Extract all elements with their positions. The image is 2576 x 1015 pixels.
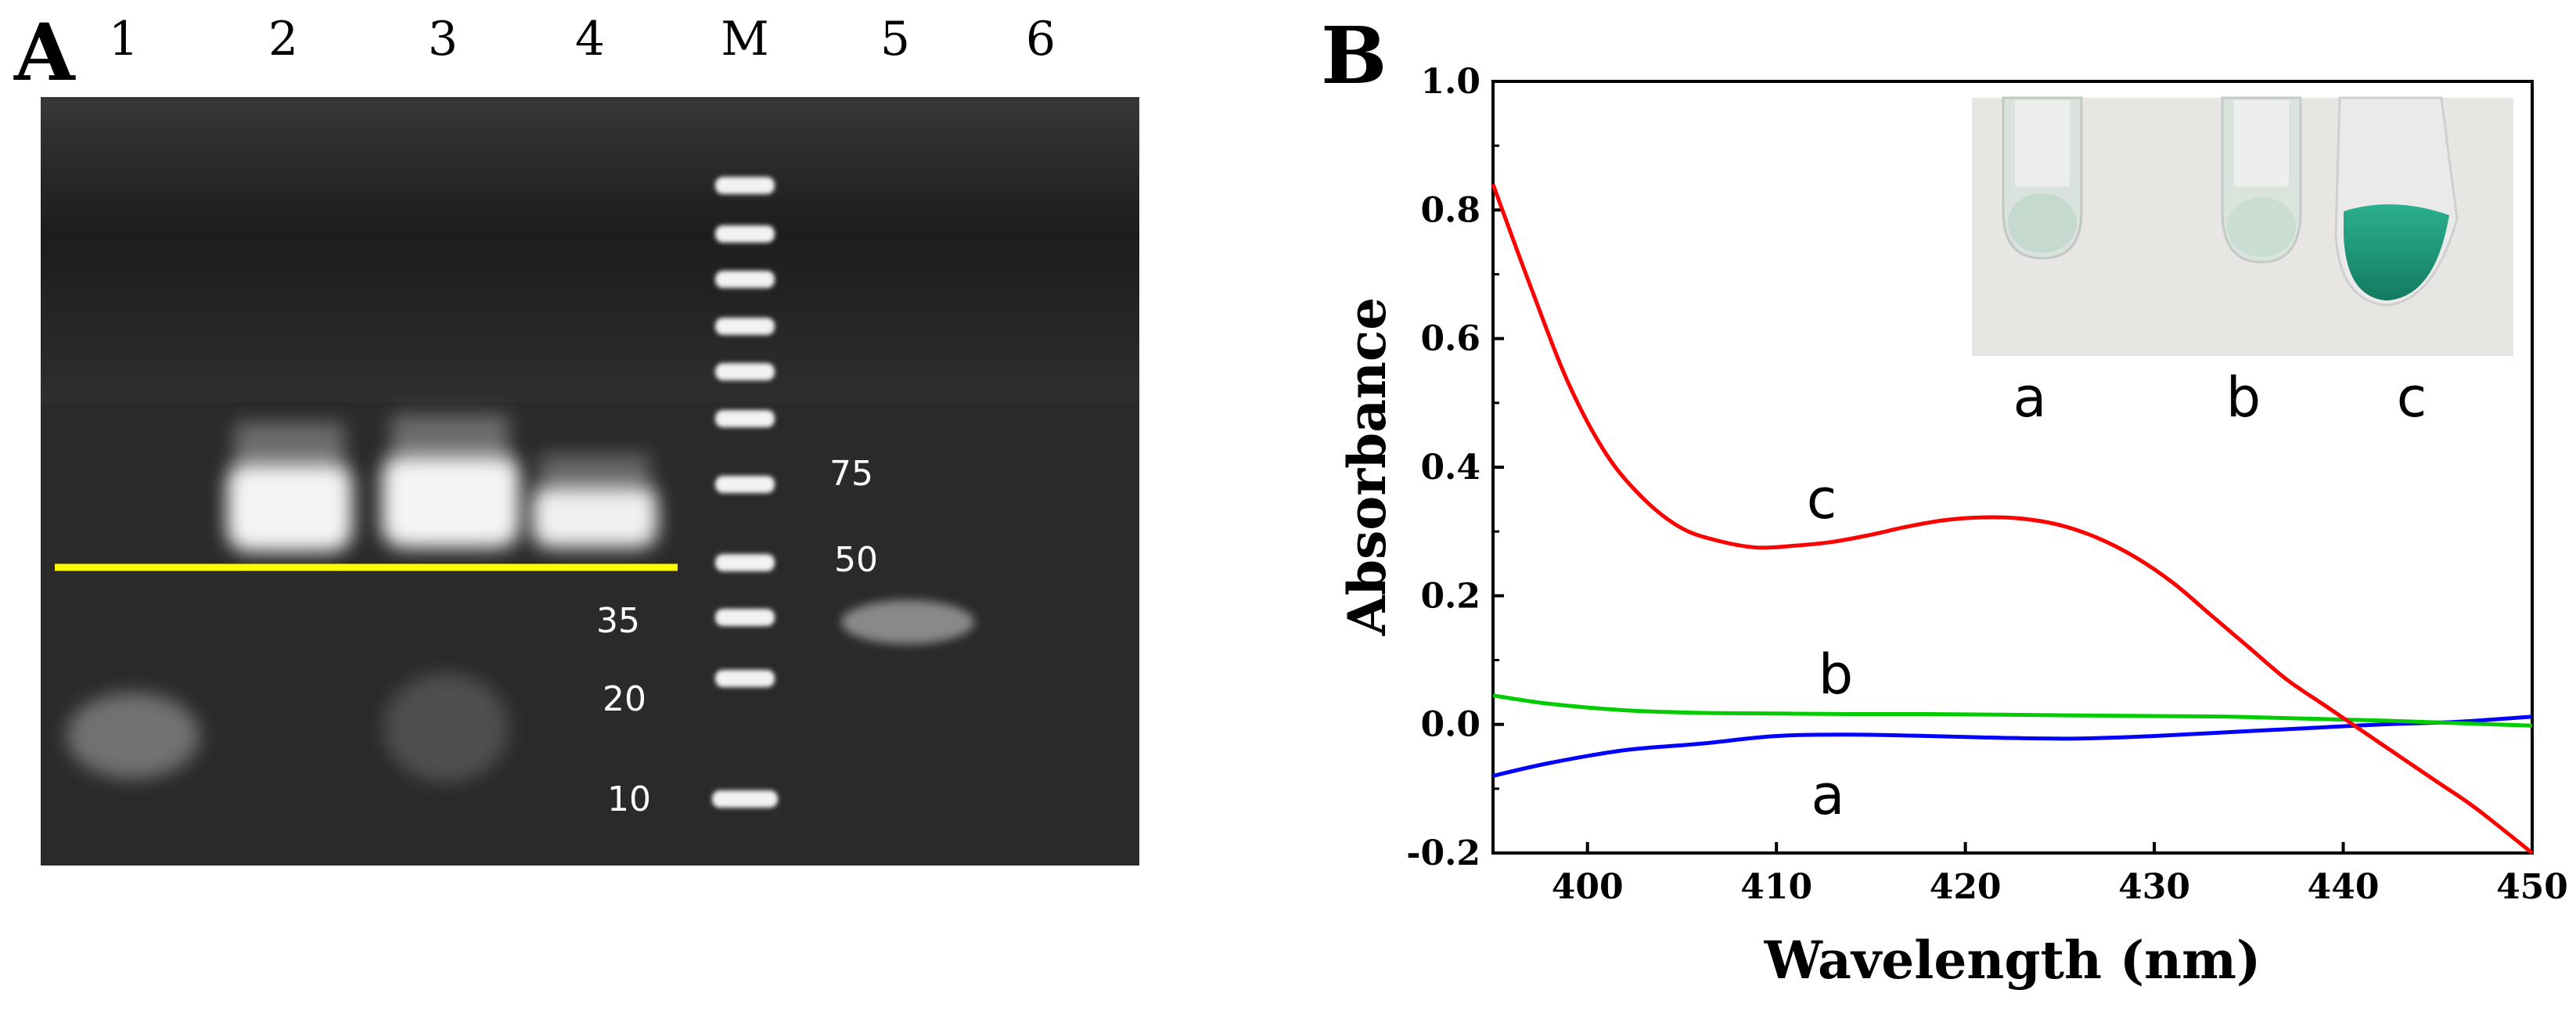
lane-label-6: 6 bbox=[1026, 12, 1056, 67]
y-axis-title: Absorbance bbox=[1337, 297, 1398, 636]
ladder-band bbox=[715, 271, 775, 288]
lane-label-4: 4 bbox=[575, 12, 605, 67]
faint-band-lane-1 bbox=[67, 693, 200, 779]
band-lane-4 bbox=[532, 485, 657, 548]
ladder-label-75: 75 bbox=[829, 454, 873, 494]
curve-label-c: c bbox=[1807, 467, 1837, 531]
data-series bbox=[1491, 183, 2534, 855]
y-tick-label: -0.2 bbox=[1406, 833, 1480, 873]
dna-ladder bbox=[712, 177, 778, 808]
primer-bands bbox=[67, 600, 974, 783]
panel-b-label: B bbox=[1321, 9, 1387, 102]
ladder-band bbox=[715, 225, 775, 243]
series-line-b bbox=[1492, 693, 2533, 728]
faint-band-lane-3 bbox=[383, 673, 509, 783]
x-tick-label: 430 bbox=[2118, 867, 2190, 907]
x-axis-title: Wavelength (nm) bbox=[1764, 930, 2261, 991]
lane-label-3: 3 bbox=[428, 12, 458, 67]
ladder-band bbox=[715, 177, 775, 194]
y-tick-label: 0.6 bbox=[1420, 319, 1480, 359]
x-tick-label: 420 bbox=[1930, 867, 2002, 907]
y-tick-label: 1.0 bbox=[1420, 62, 1480, 102]
x-tick-label: 400 bbox=[1552, 867, 1624, 907]
lane-label-5: 5 bbox=[880, 12, 910, 67]
lane-label-1: 1 bbox=[109, 12, 139, 67]
inset-label-c: c bbox=[2397, 365, 2427, 430]
lane-label-2: 2 bbox=[268, 12, 298, 67]
ladder-band bbox=[715, 476, 775, 493]
ladder-label-20: 20 bbox=[603, 679, 646, 719]
panel-a-gel: A 1 2 3 4 M 5 6 75 50 35 20 bbox=[13, 6, 1139, 866]
x-tick-label: 450 bbox=[2496, 867, 2568, 907]
series-line-c bbox=[1491, 183, 2534, 855]
ladder-band bbox=[715, 609, 775, 626]
curve-label-b: b bbox=[1819, 642, 1853, 707]
ladder-band bbox=[712, 790, 778, 808]
inset-photo bbox=[1972, 96, 2513, 356]
product-bands bbox=[227, 415, 657, 552]
ladder-band bbox=[715, 410, 775, 427]
x-tick-label: 440 bbox=[2308, 867, 2380, 907]
x-tick-label: 410 bbox=[1740, 867, 1812, 907]
axis-ticks: 400 410 420 430 440 450 -0.2 0.0 0.2 0.4 0.6 0.8 1.0 bbox=[1406, 62, 2568, 907]
y-tick-label: 0.8 bbox=[1420, 190, 1480, 230]
y-tick-label: 0.0 bbox=[1420, 705, 1480, 745]
tube-a-icon bbox=[2002, 96, 2083, 260]
band-lane-2 bbox=[227, 462, 352, 552]
band-lane-5 bbox=[841, 600, 974, 644]
ladder-band bbox=[715, 363, 775, 380]
panel-b-chart: B a b c 400 410 bbox=[1321, 9, 2568, 991]
ladder-label-35: 35 bbox=[596, 601, 640, 641]
lane-label-m: M bbox=[721, 12, 768, 67]
inset-label-a: a bbox=[2013, 365, 2047, 430]
y-tick-label: 0.4 bbox=[1420, 448, 1480, 488]
inset-label-b: b bbox=[2226, 365, 2261, 430]
ladder-band bbox=[715, 554, 775, 571]
tube-c-icon bbox=[2334, 96, 2459, 307]
curve-label-a: a bbox=[1811, 763, 1845, 827]
y-tick-label: 0.2 bbox=[1420, 576, 1480, 616]
ladder-label-10: 10 bbox=[607, 779, 651, 819]
ladder-label-50: 50 bbox=[834, 540, 878, 580]
panel-a-label: A bbox=[13, 6, 76, 99]
tube-b-icon bbox=[2221, 96, 2302, 264]
ladder-band bbox=[715, 318, 775, 335]
ladder-band bbox=[715, 670, 775, 687]
gel-dark-band-region bbox=[41, 97, 1139, 402]
band-lane-3 bbox=[382, 454, 520, 548]
series-line-a bbox=[1492, 714, 2533, 778]
